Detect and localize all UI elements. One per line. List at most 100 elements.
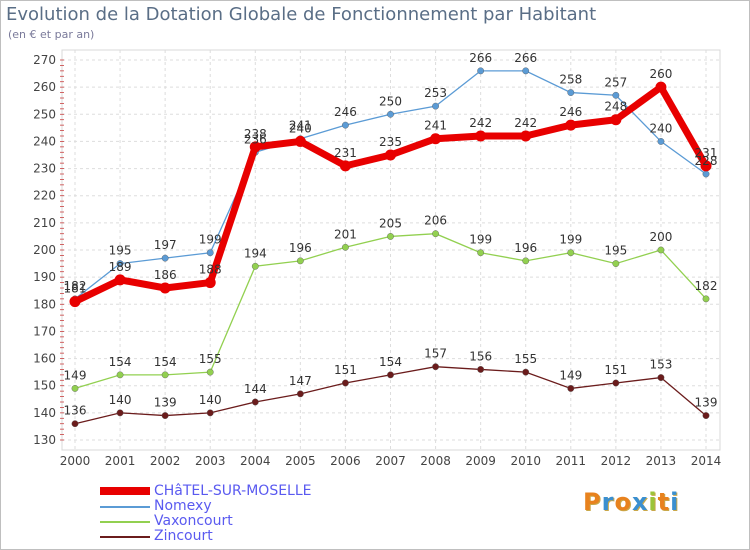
data-label: 196 (289, 241, 312, 255)
data-point-zincourt (296, 390, 304, 398)
legend-label: Zincourt (154, 528, 213, 544)
data-point-vaxoncourt (657, 246, 665, 254)
data-label: 240 (649, 121, 672, 135)
x-tick-label: 2013 (646, 454, 677, 468)
data-label: 153 (649, 358, 672, 372)
y-tick-label: 210 (33, 216, 56, 230)
x-tick-label: 2010 (510, 454, 541, 468)
data-label: 266 (514, 51, 537, 65)
x-tick-label: 2002 (150, 454, 181, 468)
data-label: 157 (424, 347, 447, 361)
data-label: 241 (289, 119, 312, 133)
y-tick-label: 190 (33, 270, 56, 284)
x-tick-label: 2008 (420, 454, 451, 468)
data-point-nomexy (477, 67, 485, 75)
data-label: 260 (649, 67, 672, 81)
data-point-vaxoncourt (387, 233, 394, 240)
data-label: 201 (334, 227, 357, 241)
x-tick-label: 2014 (691, 454, 722, 468)
data-point-chatel (159, 282, 171, 294)
data-label: 156 (469, 349, 492, 363)
data-point-vaxoncourt (702, 295, 710, 303)
data-label: 231 (695, 146, 718, 160)
data-label: 147 (289, 374, 312, 388)
data-point-vaxoncourt (251, 262, 259, 270)
data-label: 257 (604, 75, 627, 89)
data-point-nomexy (387, 110, 394, 118)
data-point-vaxoncourt (161, 371, 169, 379)
data-label: 248 (604, 100, 627, 114)
data-point-nomexy (116, 260, 124, 267)
data-point-nomexy (657, 138, 665, 145)
data-point-nomexy (612, 91, 620, 99)
data-point-nomexy (342, 121, 349, 129)
x-tick-label: 2000 (60, 454, 91, 468)
data-label: 199 (559, 233, 582, 247)
data-point-chatel (430, 133, 442, 145)
data-point-zincourt (251, 398, 259, 406)
legend-swatch (100, 506, 150, 508)
data-label: 228 (695, 154, 718, 168)
data-label: 235 (379, 135, 402, 149)
data-point-zincourt (161, 412, 169, 419)
data-label: 154 (379, 355, 402, 369)
data-label: 242 (514, 116, 537, 130)
data-point-nomexy (206, 249, 214, 257)
x-tick-label: 2011 (556, 454, 587, 468)
y-tick-label: 260 (33, 80, 56, 94)
data-point-chatel (204, 277, 216, 289)
data-point-chatel (385, 149, 396, 161)
data-label: 246 (334, 105, 357, 119)
y-tick-label: 270 (33, 53, 56, 67)
data-point-nomexy (702, 170, 710, 178)
data-point-nomexy (567, 89, 575, 96)
logo-letter: r (601, 488, 615, 516)
data-label: 195 (109, 244, 132, 258)
legend-swatch (100, 487, 150, 495)
logo-letter: o (614, 488, 632, 516)
x-tick-label: 2003 (195, 454, 226, 468)
data-label: 144 (244, 382, 267, 396)
data-label: 258 (559, 73, 582, 87)
data-point-vaxoncourt (612, 260, 620, 267)
data-label: 149 (559, 368, 582, 382)
data-label: 205 (379, 216, 402, 230)
logo-letter: i (648, 488, 658, 516)
data-label: 151 (604, 363, 627, 377)
data-label: 240 (289, 121, 312, 135)
data-point-nomexy (161, 254, 169, 262)
proxiti-logo: Proxiti (583, 488, 679, 516)
data-label: 136 (64, 404, 87, 418)
data-label: 182 (695, 279, 718, 293)
y-tick-label: 160 (33, 352, 56, 366)
chart-title: Evolution de la Dotation Globale de Fonc… (6, 4, 597, 25)
data-point-zincourt (71, 420, 79, 428)
data-point-vaxoncourt (71, 385, 79, 392)
x-tick-label: 2007 (375, 454, 406, 468)
data-label: 154 (154, 355, 177, 369)
data-label: 236 (244, 132, 267, 146)
y-tick-label: 230 (33, 162, 56, 176)
legend-label: Vaxoncourt (154, 513, 233, 529)
chart-subtitle: (en € et par an) (8, 28, 95, 41)
data-label: 149 (64, 368, 87, 382)
data-point-vaxoncourt (567, 249, 575, 257)
data-point-vaxoncourt (477, 249, 485, 257)
legend-label: Nomexy (154, 498, 212, 514)
data-point-vaxoncourt (296, 257, 304, 265)
data-label: 151 (334, 363, 357, 377)
data-point-chatel (520, 130, 532, 142)
data-label: 195 (604, 244, 627, 258)
data-point-chatel (655, 81, 667, 93)
logo-letter: i (670, 488, 680, 516)
data-label: 194 (244, 246, 267, 260)
data-label: 199 (469, 233, 492, 247)
data-label: 182 (64, 279, 87, 293)
logo-letter: t (657, 488, 671, 516)
data-label: 139 (154, 396, 177, 410)
x-tick-label: 2009 (465, 454, 496, 468)
data-point-zincourt (342, 379, 349, 387)
data-label: 189 (109, 260, 132, 274)
legend-label: CHâTEL-SUR-MOSELLE (154, 483, 312, 499)
